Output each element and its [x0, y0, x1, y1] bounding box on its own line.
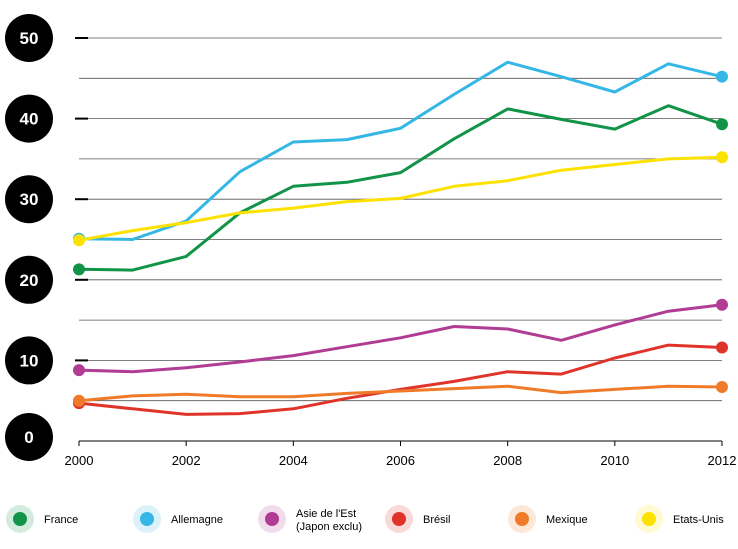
- y-tick-badge: [5, 175, 53, 224]
- y-tick-label: 10: [20, 351, 39, 370]
- series-start-point: [73, 394, 85, 407]
- series-line: [77, 60, 724, 241]
- series-line: [77, 104, 724, 272]
- legend: France Allemagne Asie de l'Est (Japon exclu…: [6, 505, 724, 533]
- series-end-point: [716, 341, 728, 354]
- x-tick-label: 2008: [493, 453, 522, 468]
- legend-swatch: [265, 512, 279, 526]
- y-tick-label: 40: [20, 110, 39, 129]
- x-tick-label: 2002: [172, 453, 201, 468]
- x-tick-label: 2010: [600, 453, 629, 468]
- y-tick-badge: [5, 94, 53, 143]
- series-start-point: [73, 234, 85, 247]
- legend-label: France: [44, 514, 78, 526]
- series-layer: [73, 60, 728, 416]
- x-axis: 2000 2002 2004 2006 2008 2010 2012: [65, 440, 737, 468]
- legend-swatch: [13, 512, 27, 526]
- y-tick-badge: [5, 336, 53, 385]
- series-line: [77, 155, 724, 242]
- x-tick-label: 2012: [708, 453, 737, 468]
- y-tick-label: 50: [20, 29, 39, 48]
- series-end-point: [716, 151, 728, 164]
- legend-swatch: [515, 512, 529, 526]
- y-tick-badge: [5, 14, 53, 62]
- y-tick-badge: [5, 255, 53, 304]
- series-line: [77, 303, 724, 374]
- series-end-point: [716, 298, 728, 311]
- grid-lines: [79, 37, 722, 442]
- series-end-point: [716, 118, 728, 131]
- series-start-point: [73, 364, 85, 377]
- legend-label: Asie de l'Est (Japon exclu): [296, 508, 362, 533]
- series-start-point: [73, 263, 85, 276]
- y-tick-label: 20: [20, 271, 39, 290]
- y-tick-badge: [5, 413, 53, 461]
- legend-label: Etats-Unis: [673, 514, 724, 526]
- series-end-point: [716, 380, 728, 393]
- legend-swatch: [140, 512, 154, 526]
- x-tick-label: 2006: [386, 453, 415, 468]
- series-line: [77, 384, 724, 403]
- legend-swatch: [642, 512, 656, 526]
- y-tick-label: 30: [20, 190, 39, 209]
- y-tick-label: 0: [24, 428, 33, 447]
- x-tick-label: 2004: [279, 453, 308, 468]
- y-axis: 0 10 20 30 40 50: [5, 14, 88, 461]
- series-line: [77, 343, 724, 416]
- legend-label: Mexique: [546, 514, 588, 526]
- legend-swatch: [392, 512, 406, 526]
- legend-label: Brésil: [423, 514, 451, 526]
- series-end-point: [716, 70, 728, 83]
- x-tick-label: 2000: [65, 453, 94, 468]
- legend-label: Allemagne: [171, 514, 223, 526]
